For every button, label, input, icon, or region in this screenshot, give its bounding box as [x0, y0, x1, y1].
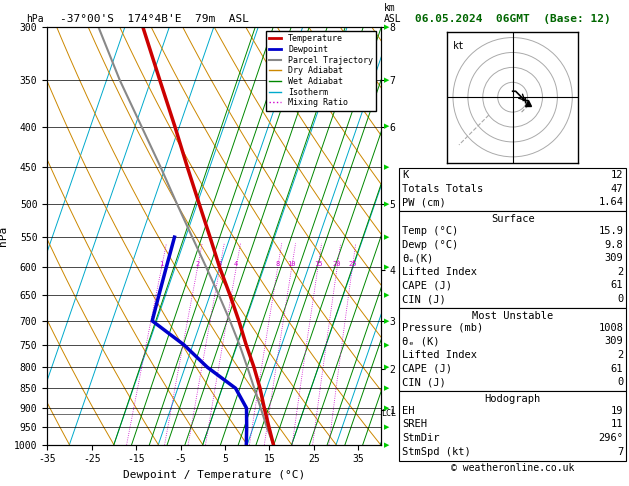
- Text: hPa: hPa: [26, 14, 44, 24]
- Text: 61: 61: [611, 280, 623, 291]
- Text: StmDir: StmDir: [402, 433, 440, 443]
- Text: Dewp (°C): Dewp (°C): [402, 240, 458, 250]
- Text: 8: 8: [276, 261, 280, 267]
- Text: 12: 12: [611, 170, 623, 180]
- Text: ▶: ▶: [384, 342, 389, 348]
- Text: ▶: ▶: [384, 123, 389, 130]
- Text: 309: 309: [604, 253, 623, 263]
- Text: ▶: ▶: [384, 264, 389, 270]
- Text: Temp (°C): Temp (°C): [402, 226, 458, 236]
- Text: ▶: ▶: [384, 292, 389, 298]
- Legend: Temperature, Dewpoint, Parcel Trajectory, Dry Adiabat, Wet Adiabat, Isotherm, Mi: Temperature, Dewpoint, Parcel Trajectory…: [265, 31, 376, 110]
- Text: Lifted Index: Lifted Index: [402, 267, 477, 277]
- Text: 15: 15: [314, 261, 322, 267]
- Text: SREH: SREH: [402, 419, 427, 430]
- Text: ▶: ▶: [384, 24, 389, 30]
- Text: 61: 61: [611, 364, 623, 374]
- Text: ▶: ▶: [384, 234, 389, 240]
- Text: 47: 47: [611, 184, 623, 194]
- Text: -37°00'S  174°4B'E  79m  ASL: -37°00'S 174°4B'E 79m ASL: [60, 14, 248, 24]
- Text: 1008: 1008: [598, 323, 623, 333]
- Text: ▶: ▶: [384, 164, 389, 171]
- Text: 296°: 296°: [598, 433, 623, 443]
- Text: 15.9: 15.9: [598, 226, 623, 236]
- Text: © weatheronline.co.uk: © weatheronline.co.uk: [451, 463, 574, 473]
- Text: 309: 309: [604, 336, 623, 347]
- Text: 1: 1: [160, 261, 164, 267]
- Text: 11: 11: [611, 419, 623, 430]
- Text: CAPE (J): CAPE (J): [402, 280, 452, 291]
- Text: θₑ(K): θₑ(K): [402, 253, 433, 263]
- Text: ▶: ▶: [384, 442, 389, 448]
- Text: ▶: ▶: [384, 201, 389, 207]
- Text: 2: 2: [196, 261, 199, 267]
- Text: 0: 0: [617, 294, 623, 304]
- Text: 9.8: 9.8: [604, 240, 623, 250]
- Text: PW (cm): PW (cm): [402, 197, 446, 208]
- Text: K: K: [402, 170, 408, 180]
- Text: 7: 7: [617, 447, 623, 457]
- Text: Most Unstable: Most Unstable: [472, 311, 554, 321]
- Text: 06.05.2024  06GMT  (Base: 12): 06.05.2024 06GMT (Base: 12): [415, 14, 611, 24]
- Text: kt: kt: [453, 40, 465, 51]
- Text: 20: 20: [333, 261, 342, 267]
- Text: CAPE (J): CAPE (J): [402, 364, 452, 374]
- Text: ▶: ▶: [384, 424, 389, 430]
- Text: Totals Totals: Totals Totals: [402, 184, 483, 194]
- Text: Surface: Surface: [491, 214, 535, 224]
- Text: ▶: ▶: [384, 318, 389, 324]
- Text: Hodograph: Hodograph: [484, 394, 541, 404]
- Text: 25: 25: [348, 261, 357, 267]
- Text: StmSpd (kt): StmSpd (kt): [402, 447, 470, 457]
- Text: 19: 19: [611, 406, 623, 416]
- Text: CIN (J): CIN (J): [402, 294, 446, 304]
- Text: km
ASL: km ASL: [384, 3, 401, 24]
- Text: 4: 4: [234, 261, 238, 267]
- Text: 3: 3: [218, 261, 222, 267]
- Text: 0: 0: [617, 377, 623, 387]
- Text: EH: EH: [402, 406, 415, 416]
- Text: Lifted Index: Lifted Index: [402, 350, 477, 360]
- Text: 2: 2: [617, 267, 623, 277]
- Text: 10: 10: [287, 261, 296, 267]
- Text: Pressure (mb): Pressure (mb): [402, 323, 483, 333]
- Text: ▶: ▶: [384, 364, 389, 370]
- Text: ▶: ▶: [384, 77, 389, 83]
- Text: θₑ (K): θₑ (K): [402, 336, 440, 347]
- Text: ▶: ▶: [384, 405, 389, 411]
- Text: 1.64: 1.64: [598, 197, 623, 208]
- X-axis label: Dewpoint / Temperature (°C): Dewpoint / Temperature (°C): [123, 470, 305, 480]
- Text: LCL: LCL: [381, 409, 396, 418]
- Y-axis label: hPa: hPa: [0, 226, 8, 246]
- Text: ▶: ▶: [384, 385, 389, 391]
- Text: 2: 2: [617, 350, 623, 360]
- Text: CIN (J): CIN (J): [402, 377, 446, 387]
